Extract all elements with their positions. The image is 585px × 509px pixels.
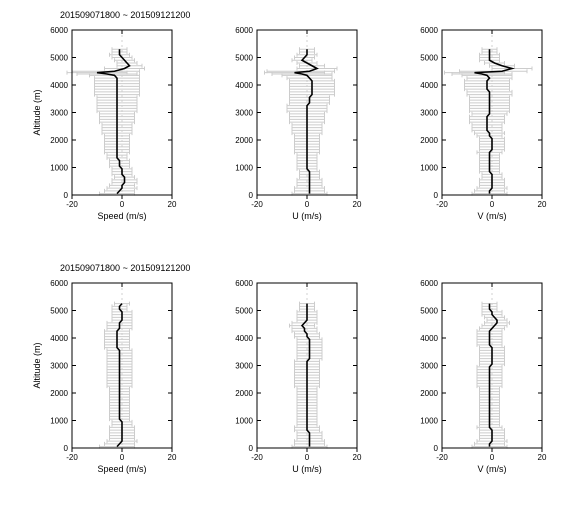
svg-text:3000: 3000 (420, 109, 438, 118)
svg-text:2000: 2000 (50, 389, 68, 398)
svg-text:4000: 4000 (50, 81, 68, 90)
svg-text:0: 0 (490, 200, 495, 209)
svg-text:2000: 2000 (420, 136, 438, 145)
svg-text:U (m/s): U (m/s) (292, 211, 322, 221)
svg-text:3000: 3000 (420, 362, 438, 371)
svg-text:2000: 2000 (420, 389, 438, 398)
svg-text:0: 0 (434, 191, 439, 200)
svg-text:0: 0 (64, 444, 69, 453)
svg-text:2000: 2000 (235, 136, 253, 145)
svg-text:Altitude (m): Altitude (m) (32, 342, 42, 388)
svg-text:5000: 5000 (235, 54, 253, 63)
svg-text:0: 0 (305, 200, 310, 209)
panel-row2-1: -20020U (m/s)0100020003000400050006000 (215, 273, 365, 478)
svg-text:-20: -20 (436, 200, 448, 209)
svg-text:1000: 1000 (50, 417, 68, 426)
svg-text:6000: 6000 (50, 26, 68, 35)
svg-text:0: 0 (120, 200, 125, 209)
svg-text:1000: 1000 (235, 417, 253, 426)
svg-text:4000: 4000 (235, 334, 253, 343)
svg-text:0: 0 (434, 444, 439, 453)
svg-text:1000: 1000 (420, 164, 438, 173)
svg-text:1000: 1000 (50, 164, 68, 173)
svg-text:4000: 4000 (235, 81, 253, 90)
svg-text:20: 20 (538, 453, 547, 462)
svg-text:5000: 5000 (420, 54, 438, 63)
svg-text:4000: 4000 (420, 81, 438, 90)
svg-text:-20: -20 (66, 200, 78, 209)
svg-text:0: 0 (490, 453, 495, 462)
svg-text:20: 20 (168, 200, 177, 209)
svg-text:0: 0 (64, 191, 69, 200)
panel-row2-2: -20020V (m/s)0100020003000400050006000 (400, 273, 550, 478)
svg-text:U (m/s): U (m/s) (292, 464, 322, 474)
svg-text:1000: 1000 (420, 417, 438, 426)
svg-text:5000: 5000 (50, 307, 68, 316)
svg-text:Speed (m/s): Speed (m/s) (97, 211, 146, 221)
panel-row1-1: -20020U (m/s)0100020003000400050006000 (215, 20, 365, 225)
svg-text:6000: 6000 (420, 26, 438, 35)
svg-text:20: 20 (168, 453, 177, 462)
panel-row2-0: -20020Speed (m/s)01000200030004000500060… (30, 273, 180, 478)
svg-text:2000: 2000 (235, 389, 253, 398)
svg-text:-20: -20 (251, 453, 263, 462)
svg-text:3000: 3000 (235, 362, 253, 371)
svg-text:20: 20 (353, 453, 362, 462)
svg-text:0: 0 (249, 444, 254, 453)
row2-title: 201509071800 ~ 201509121200 (60, 263, 190, 273)
panel-row1-0: -20020Speed (m/s)01000200030004000500060… (30, 20, 180, 225)
svg-text:2000: 2000 (50, 136, 68, 145)
svg-text:4000: 4000 (420, 334, 438, 343)
svg-text:4000: 4000 (50, 334, 68, 343)
svg-text:0: 0 (305, 453, 310, 462)
svg-text:-20: -20 (66, 453, 78, 462)
svg-text:6000: 6000 (420, 279, 438, 288)
svg-text:-20: -20 (436, 453, 448, 462)
svg-text:-20: -20 (251, 200, 263, 209)
svg-text:6000: 6000 (235, 26, 253, 35)
svg-text:V (m/s): V (m/s) (478, 464, 507, 474)
svg-text:Speed (m/s): Speed (m/s) (97, 464, 146, 474)
svg-text:5000: 5000 (50, 54, 68, 63)
panel-row1-2: -20020V (m/s)0100020003000400050006000 (400, 20, 550, 225)
svg-text:Altitude (m): Altitude (m) (32, 89, 42, 135)
svg-text:20: 20 (538, 200, 547, 209)
svg-text:20: 20 (353, 200, 362, 209)
svg-text:5000: 5000 (420, 307, 438, 316)
row1-title: 201509071800 ~ 201509121200 (60, 10, 190, 20)
svg-text:3000: 3000 (235, 109, 253, 118)
svg-text:6000: 6000 (235, 279, 253, 288)
svg-text:0: 0 (120, 453, 125, 462)
svg-text:5000: 5000 (235, 307, 253, 316)
svg-text:3000: 3000 (50, 109, 68, 118)
svg-text:V (m/s): V (m/s) (478, 211, 507, 221)
svg-text:0: 0 (249, 191, 254, 200)
svg-text:3000: 3000 (50, 362, 68, 371)
svg-text:1000: 1000 (235, 164, 253, 173)
svg-text:6000: 6000 (50, 279, 68, 288)
